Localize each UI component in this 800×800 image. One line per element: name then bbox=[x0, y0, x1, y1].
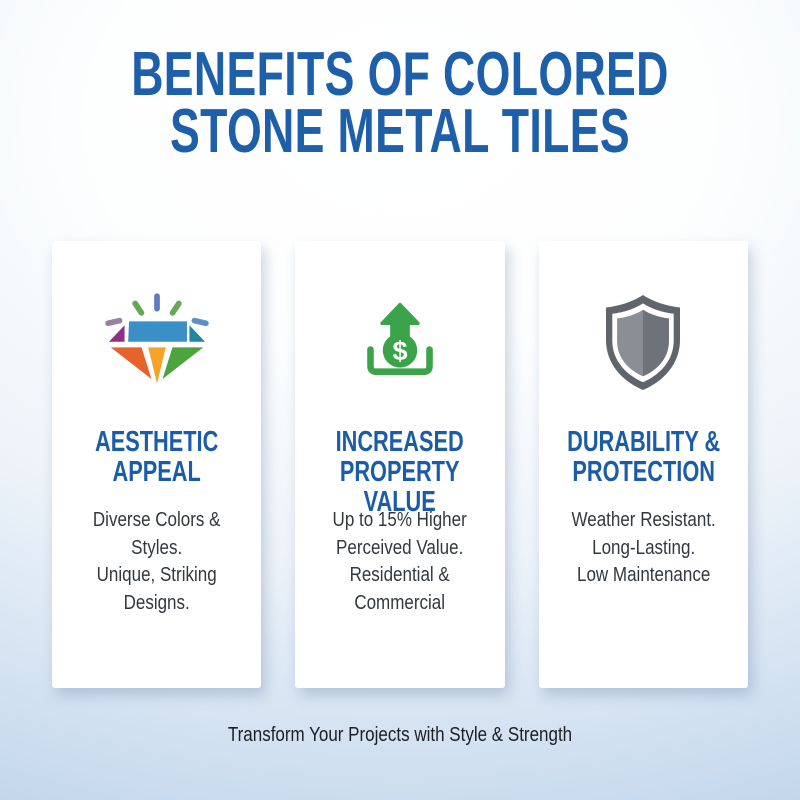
card-icon-area: $ bbox=[295, 291, 504, 395]
diamond-icon bbox=[104, 293, 209, 391]
card-heading: AESTHETIC APPEAL bbox=[95, 426, 219, 488]
card-body-text: Weather Resistant. Long-Lasting. Low Mai… bbox=[571, 509, 716, 586]
footer-tagline: Transform Your Projects with Style & Str… bbox=[227, 724, 573, 746]
card-body-text: Diverse Colors & Styles. Unique, Strikin… bbox=[92, 509, 221, 614]
card-increased-property-value: $ INCREASED PROPERTY VALUE Up to 15% Hig… bbox=[295, 241, 505, 688]
card-heading: DURABILITY & PROTECTION bbox=[566, 426, 720, 488]
dollar-sign: $ bbox=[392, 336, 407, 366]
card-icon-area bbox=[539, 291, 748, 395]
benefit-cards-row: AESTHETIC APPEAL Diverse Colors & Styles… bbox=[52, 241, 748, 688]
card-durability-protection: DURABILITY & PROTECTION Weather Resistan… bbox=[538, 241, 748, 688]
dollar-growth-icon: $ bbox=[367, 302, 433, 375]
card-icon-area bbox=[52, 291, 261, 395]
card-body-text: Up to 15% Higher Perceived Value. Reside… bbox=[332, 509, 468, 614]
card-heading: INCREASED PROPERTY VALUE bbox=[335, 426, 465, 518]
page-title: BENEFITS OF COLORED STONE METAL TILES bbox=[131, 40, 669, 166]
shield-icon bbox=[606, 295, 681, 390]
card-aesthetic-appeal: AESTHETIC APPEAL Diverse Colors & Styles… bbox=[52, 241, 262, 688]
